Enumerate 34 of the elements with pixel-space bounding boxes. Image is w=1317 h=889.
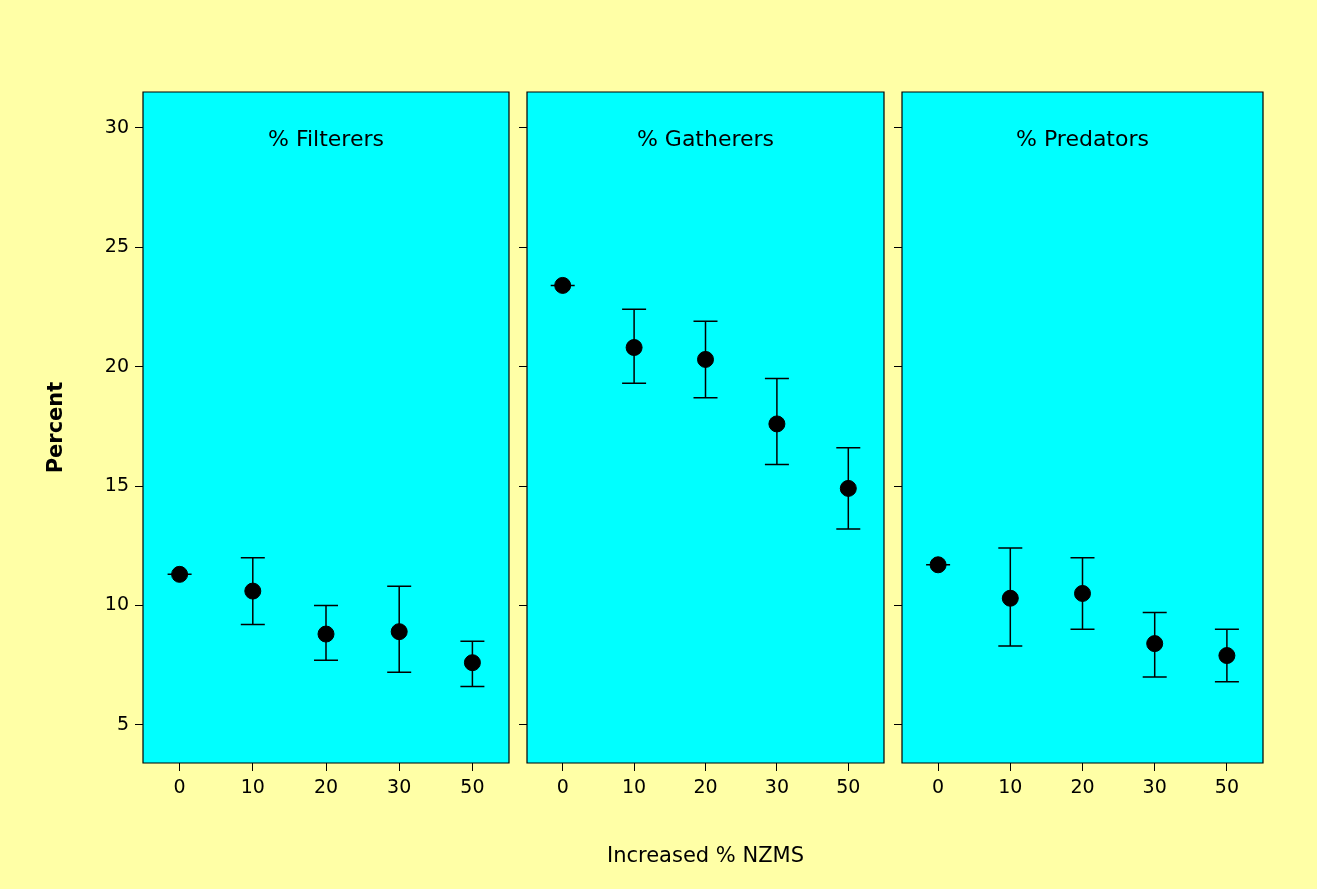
y-tick-label: 5 — [116, 711, 129, 734]
x-tick-label: 20 — [693, 775, 718, 798]
x-tick-label: 30 — [1142, 775, 1167, 798]
y-tick-label: 10 — [104, 592, 129, 615]
x-tick-label: 10 — [622, 775, 647, 798]
x-tick-label: 0 — [932, 775, 945, 798]
y-tick-label: 15 — [104, 472, 129, 495]
point — [1146, 635, 1164, 653]
x-axis-title: Increased % NZMS — [606, 842, 805, 867]
point — [697, 350, 714, 368]
text: % Predators — [1016, 125, 1149, 151]
y-tick-label: 25 — [104, 234, 129, 257]
x-tick-label: 50 — [1214, 775, 1239, 798]
point — [171, 565, 189, 583]
point — [839, 479, 857, 497]
x-tick-label: 0 — [173, 775, 186, 798]
x-tick-label: 50 — [836, 775, 861, 798]
point — [1001, 589, 1019, 607]
x-tick-label: 10 — [240, 775, 265, 798]
x-tick-label: 20 — [1070, 775, 1095, 798]
x-tick-label: 30 — [387, 775, 412, 798]
y-tick-label: 20 — [104, 353, 129, 376]
point — [1074, 584, 1091, 602]
y-axis-title: Percent — [43, 381, 68, 474]
x-tick-label: 0 — [556, 775, 569, 798]
x-tick-label: 10 — [998, 775, 1023, 798]
text: % Gatherers — [636, 125, 775, 151]
point — [554, 276, 572, 294]
x-tick-label: 30 — [764, 775, 789, 798]
y-tick-label: 30 — [104, 114, 129, 137]
text: % Filterers — [268, 125, 384, 151]
x-tick-label: 20 — [313, 775, 339, 798]
point — [463, 654, 481, 672]
x-tick-label: 50 — [460, 775, 485, 798]
